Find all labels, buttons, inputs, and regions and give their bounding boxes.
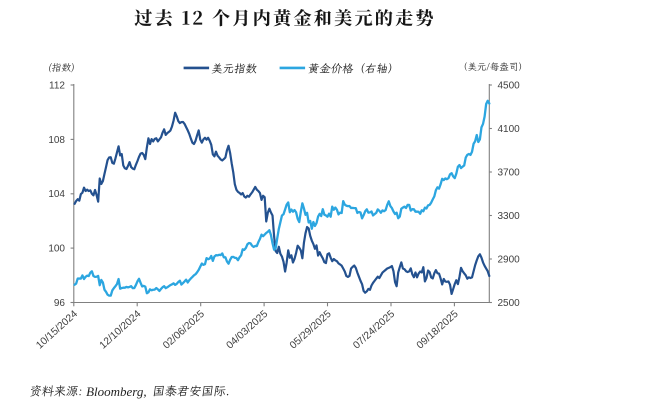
svg-text:3300: 3300 — [498, 211, 521, 222]
svg-text:104: 104 — [48, 189, 65, 200]
svg-text:112: 112 — [49, 81, 65, 92]
svg-text:100: 100 — [48, 244, 65, 255]
svg-text:3700: 3700 — [498, 168, 521, 179]
svg-text:2900: 2900 — [498, 255, 521, 266]
svg-text:96: 96 — [54, 298, 66, 309]
svg-text:2500: 2500 — [498, 298, 521, 309]
svg-text:Bloomberg,: Bloomberg, — [86, 384, 147, 399]
svg-text:108: 108 — [48, 135, 65, 146]
svg-text:4100: 4100 — [498, 124, 521, 135]
svg-text:4500: 4500 — [498, 81, 521, 92]
